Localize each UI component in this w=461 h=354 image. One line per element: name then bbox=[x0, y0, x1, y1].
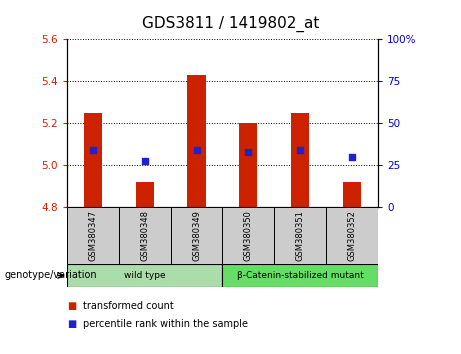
Bar bbox=[84, 113, 102, 207]
Text: transformed count: transformed count bbox=[83, 301, 174, 311]
Bar bbox=[239, 123, 257, 207]
Text: GSM380351: GSM380351 bbox=[296, 210, 305, 261]
Bar bbox=[222, 207, 274, 264]
Text: ■: ■ bbox=[67, 319, 76, 329]
Text: ■: ■ bbox=[67, 301, 76, 311]
Text: percentile rank within the sample: percentile rank within the sample bbox=[83, 319, 248, 329]
Bar bbox=[118, 207, 171, 264]
Bar bbox=[188, 75, 206, 207]
Bar bbox=[343, 182, 361, 207]
Bar bbox=[67, 207, 118, 264]
Point bbox=[245, 150, 252, 155]
Point bbox=[193, 148, 200, 153]
Point bbox=[296, 148, 304, 153]
Point bbox=[141, 158, 148, 164]
Text: β-Catenin-stabilized mutant: β-Catenin-stabilized mutant bbox=[237, 271, 364, 280]
Text: GSM380352: GSM380352 bbox=[348, 210, 357, 261]
Text: GSM380348: GSM380348 bbox=[140, 210, 149, 261]
Text: GSM380347: GSM380347 bbox=[88, 210, 97, 261]
Point bbox=[349, 154, 356, 160]
Bar bbox=[171, 207, 222, 264]
Bar bbox=[136, 182, 154, 207]
Bar bbox=[326, 207, 378, 264]
Bar bbox=[274, 207, 326, 264]
Text: GDS3811 / 1419802_at: GDS3811 / 1419802_at bbox=[142, 16, 319, 32]
Text: GSM380349: GSM380349 bbox=[192, 210, 201, 261]
Point bbox=[89, 148, 96, 153]
Bar bbox=[222, 264, 378, 287]
Text: wild type: wild type bbox=[124, 271, 165, 280]
Text: GSM380350: GSM380350 bbox=[244, 210, 253, 261]
Bar bbox=[291, 113, 309, 207]
Text: genotype/variation: genotype/variation bbox=[5, 270, 97, 280]
Bar bbox=[67, 264, 222, 287]
